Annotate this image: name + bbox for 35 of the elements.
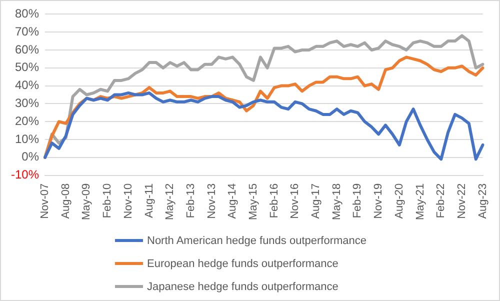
y-tick-label: 60%: [14, 42, 40, 56]
x-tick-label: Aug-11: [143, 183, 156, 218]
x-tick-label: May-09: [80, 183, 93, 220]
y-tick-label: 40%: [14, 78, 40, 92]
x-tick-label: Aug-20: [393, 183, 406, 219]
x-tick-label: Feb-10: [102, 183, 114, 218]
x-tick-label: Nov-19: [372, 183, 385, 219]
x-tick-label: Feb-16: [268, 183, 280, 218]
x-tick-label: Nov-16: [289, 183, 302, 219]
x-tick-label: May-18: [330, 183, 343, 220]
x-tick-label: May-12: [164, 183, 176, 220]
y-tick-label: 30%: [14, 96, 40, 110]
y-tick-label: -10%: [11, 168, 40, 182]
x-tick-label: Aug-08: [60, 183, 72, 219]
x-tick-label: Aug-14: [226, 183, 239, 219]
legend-label: North American hedge funds outperformance: [147, 234, 367, 246]
y-tick-label: 70%: [14, 24, 40, 38]
x-tick-label: May-15: [248, 183, 260, 220]
x-tick-label: Nov-13: [206, 183, 218, 219]
x-tick-label: Aug-23: [476, 183, 489, 219]
y-tick-label: 0%: [22, 150, 40, 164]
x-tick-label: Feb-13: [184, 183, 197, 218]
legend-label: European hedge funds outperformance: [147, 258, 338, 270]
x-tick-label: Feb-22: [435, 183, 448, 218]
x-tick-label: Aug-17: [310, 183, 322, 219]
y-tick-label: 80%: [14, 6, 40, 21]
x-tick-label: May-21: [414, 183, 426, 220]
y-tick-label: 20%: [14, 114, 40, 128]
y-tick-label: 50%: [14, 60, 40, 74]
x-tick-label: Nov-22: [456, 183, 468, 219]
y-tick-label: 10%: [14, 132, 40, 146]
legend-label: Japanese hedge funds outperformance: [147, 280, 338, 292]
x-tick-label: Feb-19: [352, 183, 364, 218]
x-tick-label: Nov-10: [122, 183, 134, 219]
x-tick-label: Nov-07: [39, 183, 52, 219]
